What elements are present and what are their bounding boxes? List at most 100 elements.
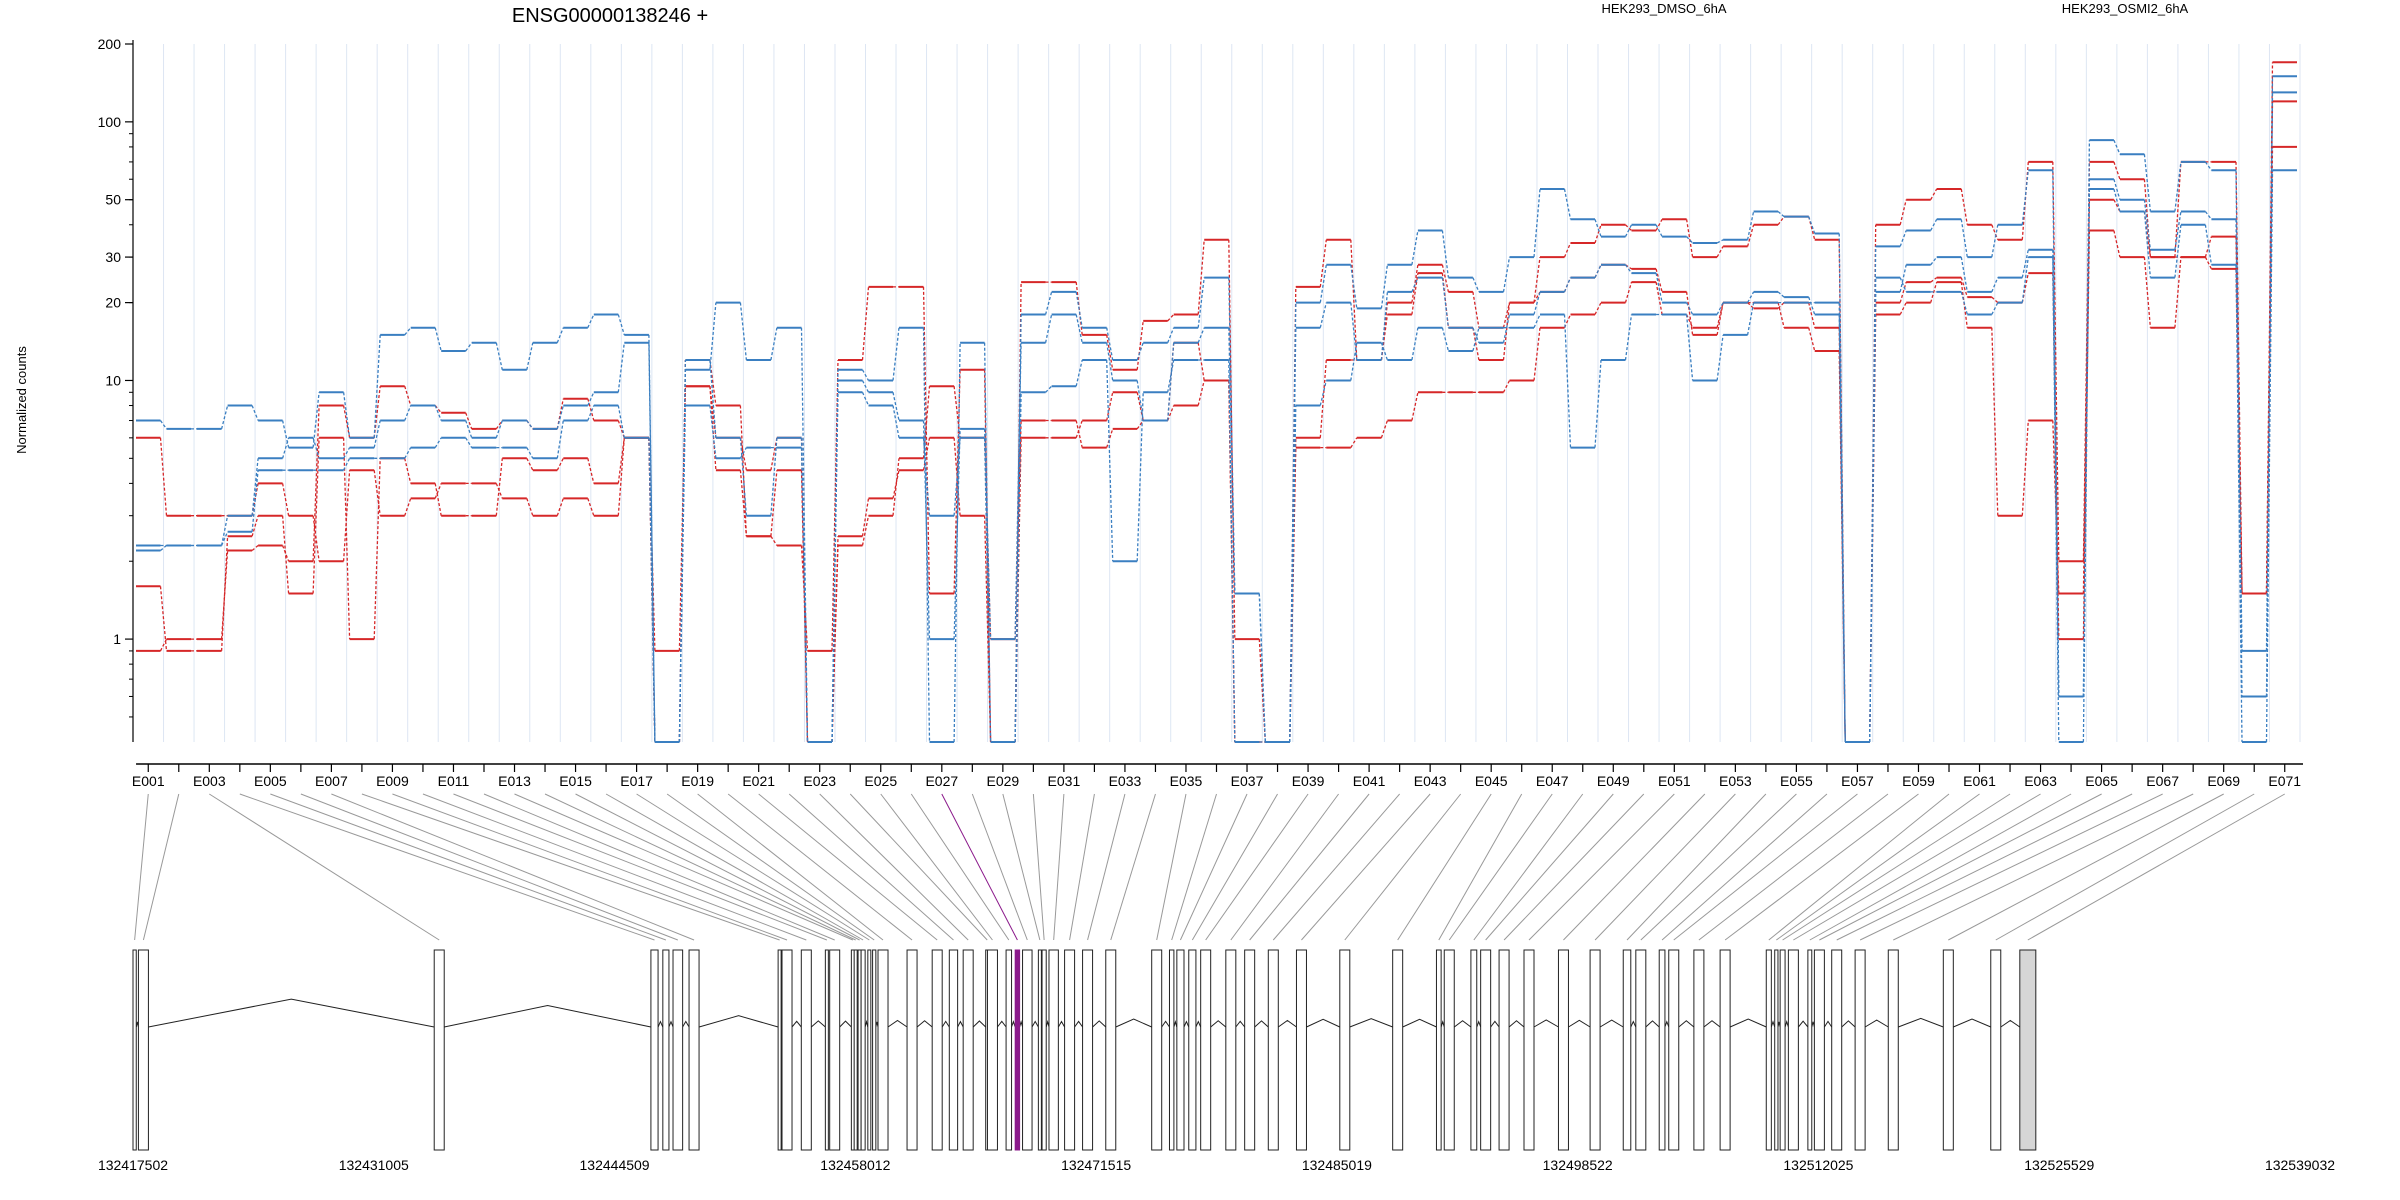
exon-box bbox=[1435, 949, 1442, 1151]
intron-lines bbox=[135, 998, 2021, 1028]
series-dmso-2 bbox=[136, 100, 2297, 743]
genomic-axis: 132417502 132431005 132444509 132458012 1324… bbox=[98, 1157, 2335, 1173]
x-tick-label: E003 bbox=[193, 773, 226, 789]
x-tick-label: E059 bbox=[1902, 773, 1935, 789]
exon-box bbox=[1392, 949, 1404, 1151]
exon-box bbox=[1037, 949, 1042, 1151]
exon-connector bbox=[142, 793, 180, 941]
genomic-tick-label: 132498522 bbox=[1543, 1157, 1613, 1173]
exon-connector bbox=[544, 793, 856, 941]
exon-connector bbox=[1205, 793, 1309, 941]
exon-connector bbox=[331, 793, 695, 941]
series-segments bbox=[136, 61, 2297, 743]
x-tick-label: E045 bbox=[1475, 773, 1508, 789]
series-connectors bbox=[160, 92, 2274, 743]
genomic-tick-label: 132471515 bbox=[1061, 1157, 1131, 1173]
exon-box bbox=[672, 949, 684, 1151]
exon-connector bbox=[1230, 793, 1339, 941]
exon-box bbox=[1774, 949, 1779, 1151]
exon-connector bbox=[1793, 793, 2041, 941]
exon-connector bbox=[1768, 793, 1950, 941]
genomic-tick-label: 132431005 bbox=[339, 1157, 409, 1173]
exon-box bbox=[877, 949, 889, 1151]
x-tick-label: E035 bbox=[1170, 773, 1203, 789]
exon-box bbox=[1188, 949, 1197, 1151]
exon-connector bbox=[941, 793, 1018, 941]
x-tick-label: E051 bbox=[1658, 773, 1691, 789]
genomic-tick-label: 132458012 bbox=[820, 1157, 890, 1173]
exon-connector bbox=[1301, 793, 1431, 941]
exon-box bbox=[1658, 949, 1666, 1151]
exon-box bbox=[1622, 949, 1632, 1151]
series-segments bbox=[136, 75, 2297, 743]
exon-connector bbox=[1948, 793, 2224, 941]
exon-box bbox=[906, 949, 918, 1151]
x-tick-label: E005 bbox=[254, 773, 287, 789]
exon-box bbox=[1942, 949, 1954, 1151]
exon-box bbox=[1151, 949, 1163, 1151]
exon-box bbox=[650, 949, 659, 1151]
exon-box bbox=[931, 949, 943, 1151]
exon-connector bbox=[514, 793, 854, 941]
exon-box bbox=[1200, 949, 1212, 1151]
exon-connector bbox=[1640, 793, 1797, 941]
exon-box bbox=[1787, 949, 1799, 1151]
x-tick-label: E067 bbox=[2146, 773, 2179, 789]
exon-connector bbox=[1503, 793, 1645, 941]
y-tick-label: 10 bbox=[105, 372, 121, 388]
x-tick-label: E015 bbox=[559, 773, 592, 789]
exon-box bbox=[1765, 949, 1772, 1151]
exon-connector bbox=[361, 793, 780, 941]
exon-connector bbox=[300, 793, 679, 941]
x-tick-label: E007 bbox=[315, 773, 348, 789]
exon-connector bbox=[1485, 793, 1614, 941]
x-tick-label: E001 bbox=[132, 773, 165, 789]
y-tick-label: 30 bbox=[105, 249, 121, 265]
series-dmso-1 bbox=[136, 145, 2297, 743]
exon-connector bbox=[1087, 793, 1126, 941]
exon-connector bbox=[392, 793, 788, 941]
exon-box bbox=[1668, 949, 1680, 1151]
exon-connector bbox=[1002, 793, 1041, 941]
exon-connector bbox=[239, 793, 655, 941]
exon-box bbox=[1082, 949, 1094, 1151]
exon-box bbox=[2019, 949, 2037, 1151]
exon-connector bbox=[666, 793, 875, 941]
exon-connector bbox=[1473, 793, 1584, 941]
x-tick-label: E063 bbox=[2024, 773, 2057, 789]
exon-connector bbox=[1438, 793, 1523, 941]
x-tick-label: E037 bbox=[1231, 773, 1264, 789]
exon-box bbox=[1267, 949, 1279, 1151]
exon-box bbox=[688, 949, 700, 1151]
exon-connector bbox=[1859, 793, 2163, 941]
series-osmi2-3 bbox=[136, 75, 2297, 743]
exon-box bbox=[1443, 949, 1455, 1151]
exon-box bbox=[1339, 949, 1351, 1151]
genomic-tick-label: 132417502 bbox=[98, 1157, 168, 1173]
x-tick-label: E009 bbox=[376, 773, 409, 789]
exon-connector bbox=[1053, 793, 1065, 941]
exon-connector bbox=[1819, 793, 2102, 941]
chart-title: ENSG00000138246 + bbox=[512, 5, 708, 27]
exon-box bbox=[1176, 949, 1185, 1151]
exon-box bbox=[1557, 949, 1569, 1151]
series-lines bbox=[136, 61, 2297, 743]
exon-connector bbox=[453, 793, 828, 941]
exon-connector bbox=[1893, 793, 2194, 941]
exon-box bbox=[860, 949, 866, 1151]
series-connectors bbox=[159, 62, 2274, 743]
exon-box bbox=[1498, 949, 1510, 1151]
y-tick-label: 200 bbox=[98, 36, 122, 52]
exon-box bbox=[1470, 949, 1478, 1151]
exon-box bbox=[1295, 949, 1307, 1151]
series-segments bbox=[136, 169, 2297, 743]
exon-connector bbox=[1782, 793, 2011, 941]
x-tick-label: E065 bbox=[2085, 773, 2118, 789]
exon-box bbox=[781, 949, 793, 1151]
exon-box bbox=[1813, 949, 1825, 1151]
exon-connector bbox=[910, 793, 1010, 941]
exon-box bbox=[662, 949, 670, 1151]
exon-connector bbox=[727, 793, 913, 941]
series-connectors bbox=[159, 101, 2274, 743]
x-tick-label: E033 bbox=[1109, 773, 1142, 789]
